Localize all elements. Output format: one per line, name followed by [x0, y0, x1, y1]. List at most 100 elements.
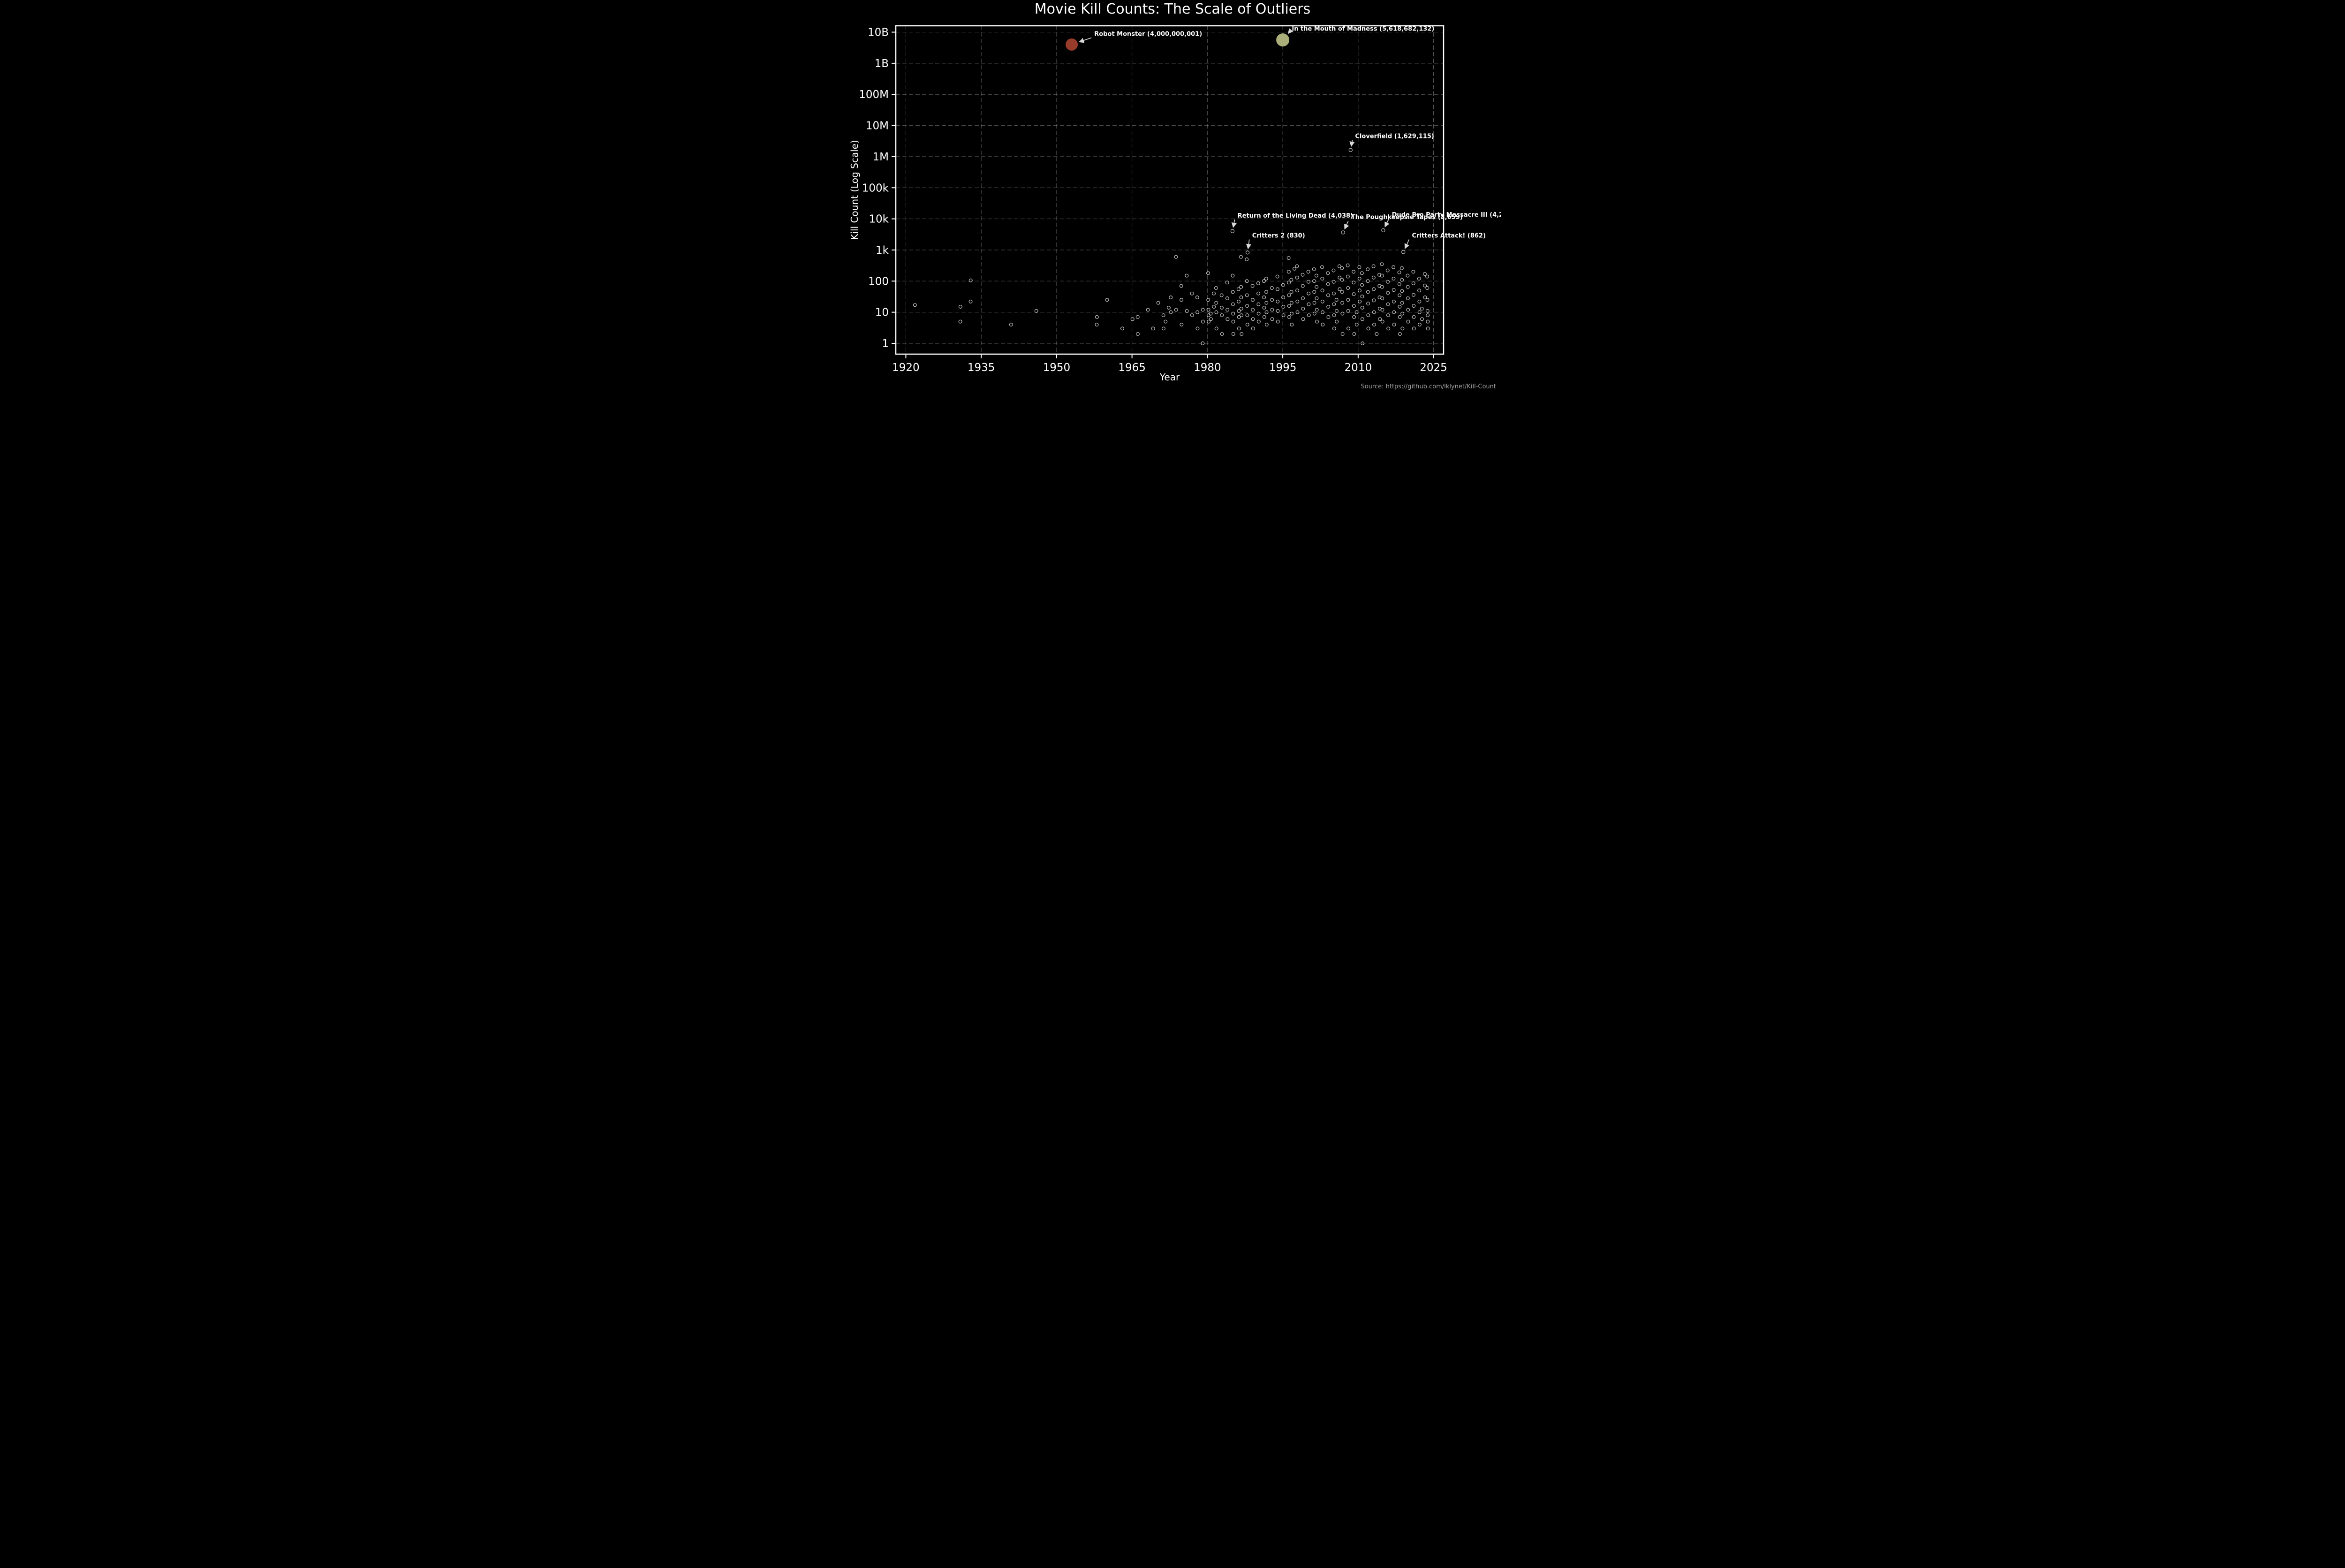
scatter-point [1332, 291, 1336, 295]
scatter-point [1412, 304, 1416, 308]
scatter-point [1209, 317, 1213, 321]
scatter-point [1423, 283, 1427, 288]
scatter-point [1406, 285, 1410, 289]
annotation-label-critters-attack: Critters Attack! (862) [1412, 233, 1485, 240]
scatter-point [1185, 273, 1189, 278]
scatter-point [1371, 264, 1376, 268]
scatter-point [1214, 301, 1218, 305]
scatter-point [1270, 286, 1274, 290]
scatter-point [1225, 280, 1229, 285]
annotated-point-cloverfield [1348, 148, 1353, 152]
scatter-point [1179, 284, 1183, 288]
scatter-point [1312, 301, 1316, 305]
scatter-point [1312, 290, 1316, 294]
scatter-point [1287, 304, 1291, 308]
scatter-point [1135, 315, 1140, 319]
scatter-point [1334, 298, 1339, 302]
scatter-point [1426, 319, 1430, 324]
scatter-point [1412, 315, 1416, 319]
scatter-point [1130, 317, 1135, 321]
scatter-point [1377, 273, 1381, 277]
scatter-point [1352, 270, 1356, 274]
scatter-point [1190, 313, 1194, 318]
scatter-point [1398, 332, 1402, 336]
scatter-point [1357, 265, 1362, 269]
scatter-point [1287, 293, 1291, 297]
scatter-point [1320, 265, 1324, 269]
scatter-point [1276, 309, 1280, 313]
annotation-label-return-of-the-living-dead: Return of the Living Dead (4,038) [1238, 212, 1353, 220]
scatter-point [1417, 323, 1422, 327]
scatter-point [1375, 332, 1379, 336]
scatter-point [1225, 317, 1230, 321]
scatter-point [1417, 299, 1422, 303]
scatter-point [1417, 310, 1422, 314]
scatter-point [1251, 308, 1255, 312]
scatter-point [1225, 296, 1229, 300]
scatter-point [1206, 308, 1210, 312]
scatter-point [1307, 302, 1311, 306]
scatter-point [1386, 326, 1391, 331]
scatter-point [1276, 299, 1280, 303]
scatter-point [1120, 326, 1124, 331]
y-tick-label: 10B [868, 27, 889, 39]
scatter-point [1190, 291, 1194, 295]
outlier-mouth-of-madness [1276, 33, 1290, 47]
scatter-point [1360, 295, 1364, 299]
scatter-point [1240, 313, 1244, 318]
scatter-point [1270, 298, 1274, 302]
scatter-point [1357, 288, 1362, 293]
scatter-point [1331, 268, 1336, 273]
scatter-point [1295, 299, 1300, 303]
scatter-point [1372, 323, 1376, 327]
scatter-point [1209, 311, 1213, 316]
scatter-point [1237, 326, 1241, 331]
scatter-point [1239, 295, 1243, 299]
scatter-point [1320, 277, 1324, 281]
scatter-point [1352, 332, 1356, 336]
scatter-point [1206, 271, 1210, 275]
scatter-point [1231, 273, 1235, 278]
scatter-point [1256, 302, 1261, 306]
scatter-point [1312, 279, 1316, 283]
y-tick-label: 100k [862, 182, 889, 194]
y-tick-label: 1 [882, 338, 889, 350]
scatter-point [1290, 311, 1294, 316]
scatter-point [1366, 313, 1370, 318]
scatter-point [1231, 290, 1235, 294]
scatter-point [1315, 296, 1319, 300]
scatter-point [1332, 326, 1336, 331]
y-tick-label: 1M [873, 151, 889, 163]
scatter-point [1357, 277, 1362, 281]
scatter-point [1270, 317, 1274, 321]
scatter-point [1340, 311, 1345, 316]
scatter-point [1412, 326, 1416, 331]
scatter-point [1201, 319, 1205, 324]
outlier-robot-monster [1066, 38, 1078, 51]
annotation-arrow-critters-2 [1246, 239, 1251, 250]
scatter-point [1366, 290, 1370, 294]
scatter-point [1417, 288, 1422, 293]
annotation-label-poughkeepsie-tapes: The Poughkeepsie Tapes (3,659) [1351, 214, 1463, 221]
scatter-point [1262, 305, 1266, 310]
y-tick-label: 100M [859, 89, 889, 101]
scatter-point [1306, 280, 1310, 284]
x-tick-label: 1950 [1043, 362, 1071, 374]
scatter-point [1360, 283, 1364, 287]
annotation-label-dude-bro-party-massacre: Dude Bro Party Massacre III (4,295) [1392, 212, 1501, 219]
scatter-point [1332, 302, 1336, 306]
annotated-point-dude-bro-party-massacre [1381, 228, 1385, 233]
scatter-point [1386, 291, 1390, 295]
scatter-point [1195, 326, 1200, 331]
scatter-point [1392, 277, 1396, 281]
scatter-point [1366, 267, 1370, 272]
scatter-point [1164, 319, 1168, 324]
scatter-point [1239, 285, 1243, 289]
scatter-point [1250, 298, 1255, 302]
kill-count-scatter-chart: 1920 1935 1950 1965 1980 1995 2010 2025 1 10 100 1k… [859, 25, 1501, 374]
scatter-point [1264, 323, 1269, 327]
scatter-point [1334, 309, 1339, 313]
scatter-point [1326, 271, 1330, 275]
x-tick-label: 1935 [968, 362, 995, 374]
scatter-point [1281, 313, 1286, 318]
